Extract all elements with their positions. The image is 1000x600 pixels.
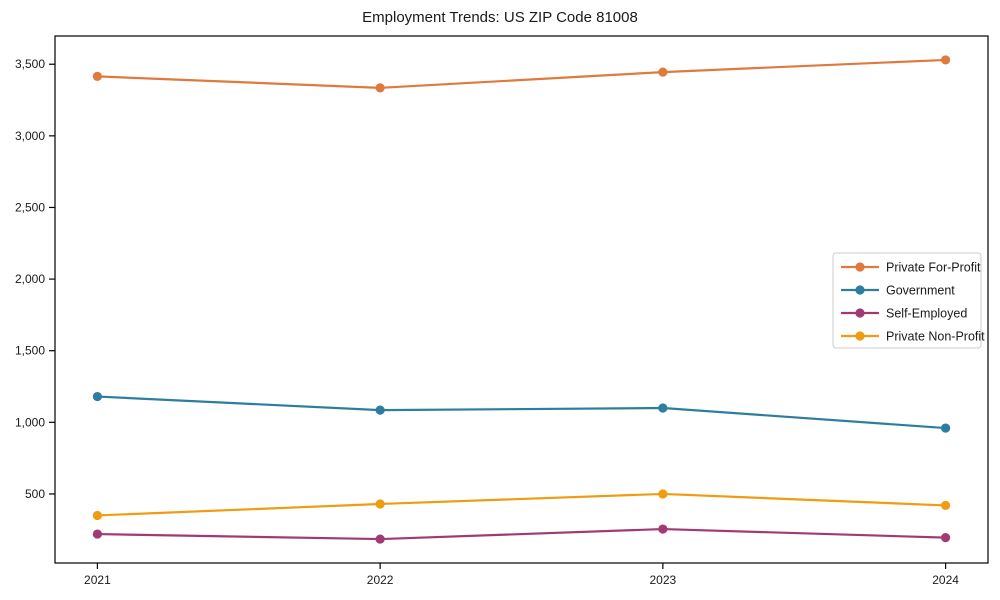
series-line bbox=[97, 527, 946, 541]
data-point-marker bbox=[92, 391, 103, 402]
series-self-employed bbox=[92, 524, 951, 544]
series-line bbox=[97, 58, 946, 89]
data-point-marker bbox=[940, 55, 951, 65]
series-layer bbox=[92, 55, 951, 544]
legend-item: Government bbox=[841, 284, 955, 298]
legend-item: Private For-Profit bbox=[841, 261, 981, 275]
legend-marker bbox=[855, 331, 865, 341]
axes-layer: 500 1,000 1,500 2,000 2,500 3,000 3,500 2021 202… bbox=[15, 35, 989, 587]
data-point-marker bbox=[658, 489, 668, 499]
legend-label: Private For-Profit bbox=[886, 261, 981, 275]
data-point-marker bbox=[658, 403, 668, 413]
legend-item: Private Non-Profit bbox=[841, 330, 985, 344]
data-point-marker bbox=[375, 83, 385, 93]
y-axis-tick-label: 1,000 bbox=[15, 415, 45, 429]
legend-marker bbox=[855, 285, 865, 295]
series-private-non-profit bbox=[92, 489, 951, 521]
legend: Private For-Profit Government Self-Employe… bbox=[832, 252, 985, 349]
data-point-marker bbox=[940, 533, 951, 543]
series-line bbox=[97, 492, 946, 517]
data-point-marker bbox=[375, 534, 385, 544]
data-point-marker bbox=[658, 524, 668, 534]
y-axis-tick-label: 500 bbox=[25, 487, 45, 501]
y-axis-tick-label: 2,500 bbox=[15, 200, 45, 214]
legend-box bbox=[832, 252, 982, 349]
x-axis-tick-label: 2023 bbox=[650, 573, 677, 587]
x-axis-tick-label: 2021 bbox=[84, 573, 111, 587]
data-point-marker bbox=[375, 405, 385, 415]
series-line bbox=[97, 395, 946, 430]
data-point-marker bbox=[92, 529, 103, 539]
y-axis-tick-label: 1,500 bbox=[15, 344, 45, 358]
legend-label: Self-Employed bbox=[886, 307, 967, 321]
x-axis-tick-label: 2022 bbox=[367, 573, 394, 587]
plot-frame bbox=[54, 35, 989, 564]
legend-item: Self-Employed bbox=[841, 307, 967, 321]
y-axis-tick-label: 2,000 bbox=[15, 272, 45, 286]
legend-marker bbox=[855, 308, 865, 318]
series-government bbox=[92, 391, 951, 433]
legend-label: Government bbox=[886, 284, 955, 298]
data-point-marker bbox=[92, 71, 103, 81]
legend-marker bbox=[855, 262, 865, 272]
data-point-marker bbox=[92, 510, 103, 521]
data-point-marker bbox=[658, 67, 668, 77]
y-axis-tick-label: 3,000 bbox=[15, 129, 45, 143]
x-axis-tick-label: 2024 bbox=[932, 573, 959, 587]
data-point-marker bbox=[375, 499, 385, 509]
data-point-marker bbox=[940, 423, 951, 433]
series-private-for-profit bbox=[92, 55, 951, 93]
data-point-marker bbox=[940, 500, 951, 511]
y-axis-tick-label: 3,500 bbox=[15, 57, 45, 71]
legend-label: Private Non-Profit bbox=[886, 330, 985, 344]
chart-title: Employment Trends: US ZIP Code 81008 bbox=[362, 9, 638, 26]
